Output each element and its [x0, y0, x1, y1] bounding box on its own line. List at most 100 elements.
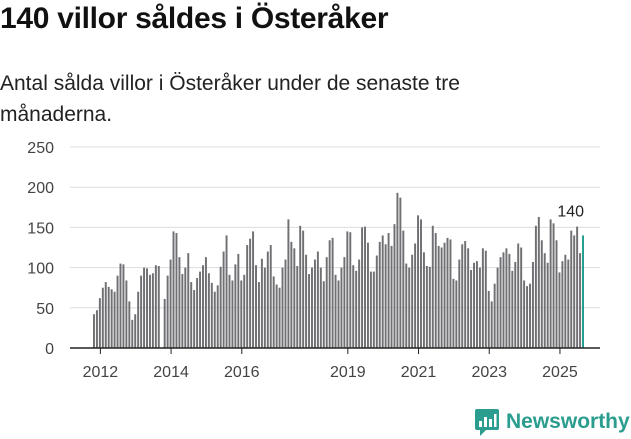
- bar: [369, 271, 372, 348]
- bar: [570, 230, 573, 348]
- bar: [163, 298, 166, 348]
- bar: [287, 219, 290, 348]
- bar: [154, 265, 157, 348]
- bar: [302, 230, 305, 348]
- bar: [157, 265, 160, 348]
- bar: [204, 257, 207, 348]
- bar: [199, 271, 202, 348]
- y-tick-label: 250: [27, 140, 54, 157]
- bar: [260, 258, 263, 348]
- bar: [146, 268, 148, 348]
- bar: [293, 248, 296, 348]
- bar: [431, 225, 434, 348]
- bar: [526, 286, 529, 348]
- bar: [449, 239, 452, 348]
- bar: [375, 255, 378, 348]
- bar: [125, 280, 128, 348]
- bar: [343, 257, 346, 348]
- bar: [478, 267, 481, 348]
- x-tick-label: 2012: [83, 364, 119, 381]
- bar: [252, 231, 255, 348]
- bar: [399, 197, 402, 348]
- bar: [275, 284, 278, 348]
- bar: [537, 216, 540, 348]
- y-tick-label: 200: [27, 180, 54, 197]
- bar: [564, 254, 567, 348]
- bar: [249, 238, 252, 348]
- bar: [420, 219, 422, 348]
- bar: [187, 253, 190, 348]
- bar: [558, 272, 561, 348]
- bar: [467, 248, 470, 348]
- bar: [101, 287, 104, 348]
- bar: [534, 225, 537, 348]
- bar: [378, 241, 381, 348]
- bar: [573, 235, 576, 348]
- bar: [414, 243, 417, 348]
- bar: [334, 274, 337, 348]
- bar: [255, 265, 257, 348]
- bar: [405, 263, 408, 348]
- bar: [434, 233, 437, 348]
- y-axis-ticks: 0 50 100 150 200 250: [27, 140, 54, 358]
- bar: [222, 251, 225, 348]
- bar: [243, 274, 246, 348]
- bar: [511, 270, 514, 348]
- bar: [107, 286, 110, 348]
- bar: [555, 240, 558, 348]
- bar: [346, 231, 349, 348]
- bar: [313, 259, 316, 348]
- bar: [231, 280, 234, 348]
- bars: [93, 192, 584, 348]
- bar: [296, 265, 299, 348]
- bar: [216, 285, 219, 348]
- bar: [505, 248, 508, 348]
- x-tick-label: 2016: [224, 364, 260, 381]
- bar: [328, 240, 331, 348]
- bar: [417, 215, 420, 348]
- bar: [284, 259, 287, 348]
- bar: [240, 280, 243, 348]
- bar: [384, 244, 387, 348]
- bar: [213, 291, 216, 348]
- bar: [372, 271, 375, 348]
- bar: [340, 267, 343, 348]
- bar: [540, 240, 543, 348]
- bar: [452, 278, 455, 348]
- bar: [311, 267, 313, 348]
- bar: [493, 283, 496, 348]
- bar: [381, 235, 384, 348]
- y-tick-label: 50: [36, 301, 54, 318]
- bar: [169, 259, 172, 348]
- x-axis-ticks: 2012 2014 2016 2019 2021 2023 2025: [83, 348, 578, 381]
- bar: [349, 232, 352, 348]
- bar: [440, 247, 443, 348]
- bar: [531, 261, 534, 348]
- bar: [196, 278, 199, 348]
- bar: [358, 259, 361, 348]
- bar: [517, 243, 520, 348]
- bar: [543, 253, 546, 348]
- x-tick-label: 2023: [471, 364, 507, 381]
- bar: [422, 252, 425, 348]
- bar: [278, 287, 281, 348]
- bar: [487, 290, 490, 348]
- bar: [207, 273, 210, 348]
- bar: [546, 262, 549, 348]
- bar: [172, 231, 175, 348]
- bar: [308, 274, 311, 348]
- bar: [281, 267, 284, 348]
- bar: [411, 254, 414, 348]
- bar: [134, 314, 137, 348]
- bar: [143, 267, 146, 348]
- bar-latest: [582, 235, 584, 348]
- brand-logo: Newsworthy: [474, 405, 630, 439]
- bar: [408, 267, 411, 348]
- bar: [523, 280, 526, 348]
- y-tick-label: 150: [27, 220, 54, 237]
- bar: [319, 267, 322, 348]
- bar: [428, 266, 431, 348]
- bar: [514, 261, 517, 348]
- bar: [316, 251, 319, 348]
